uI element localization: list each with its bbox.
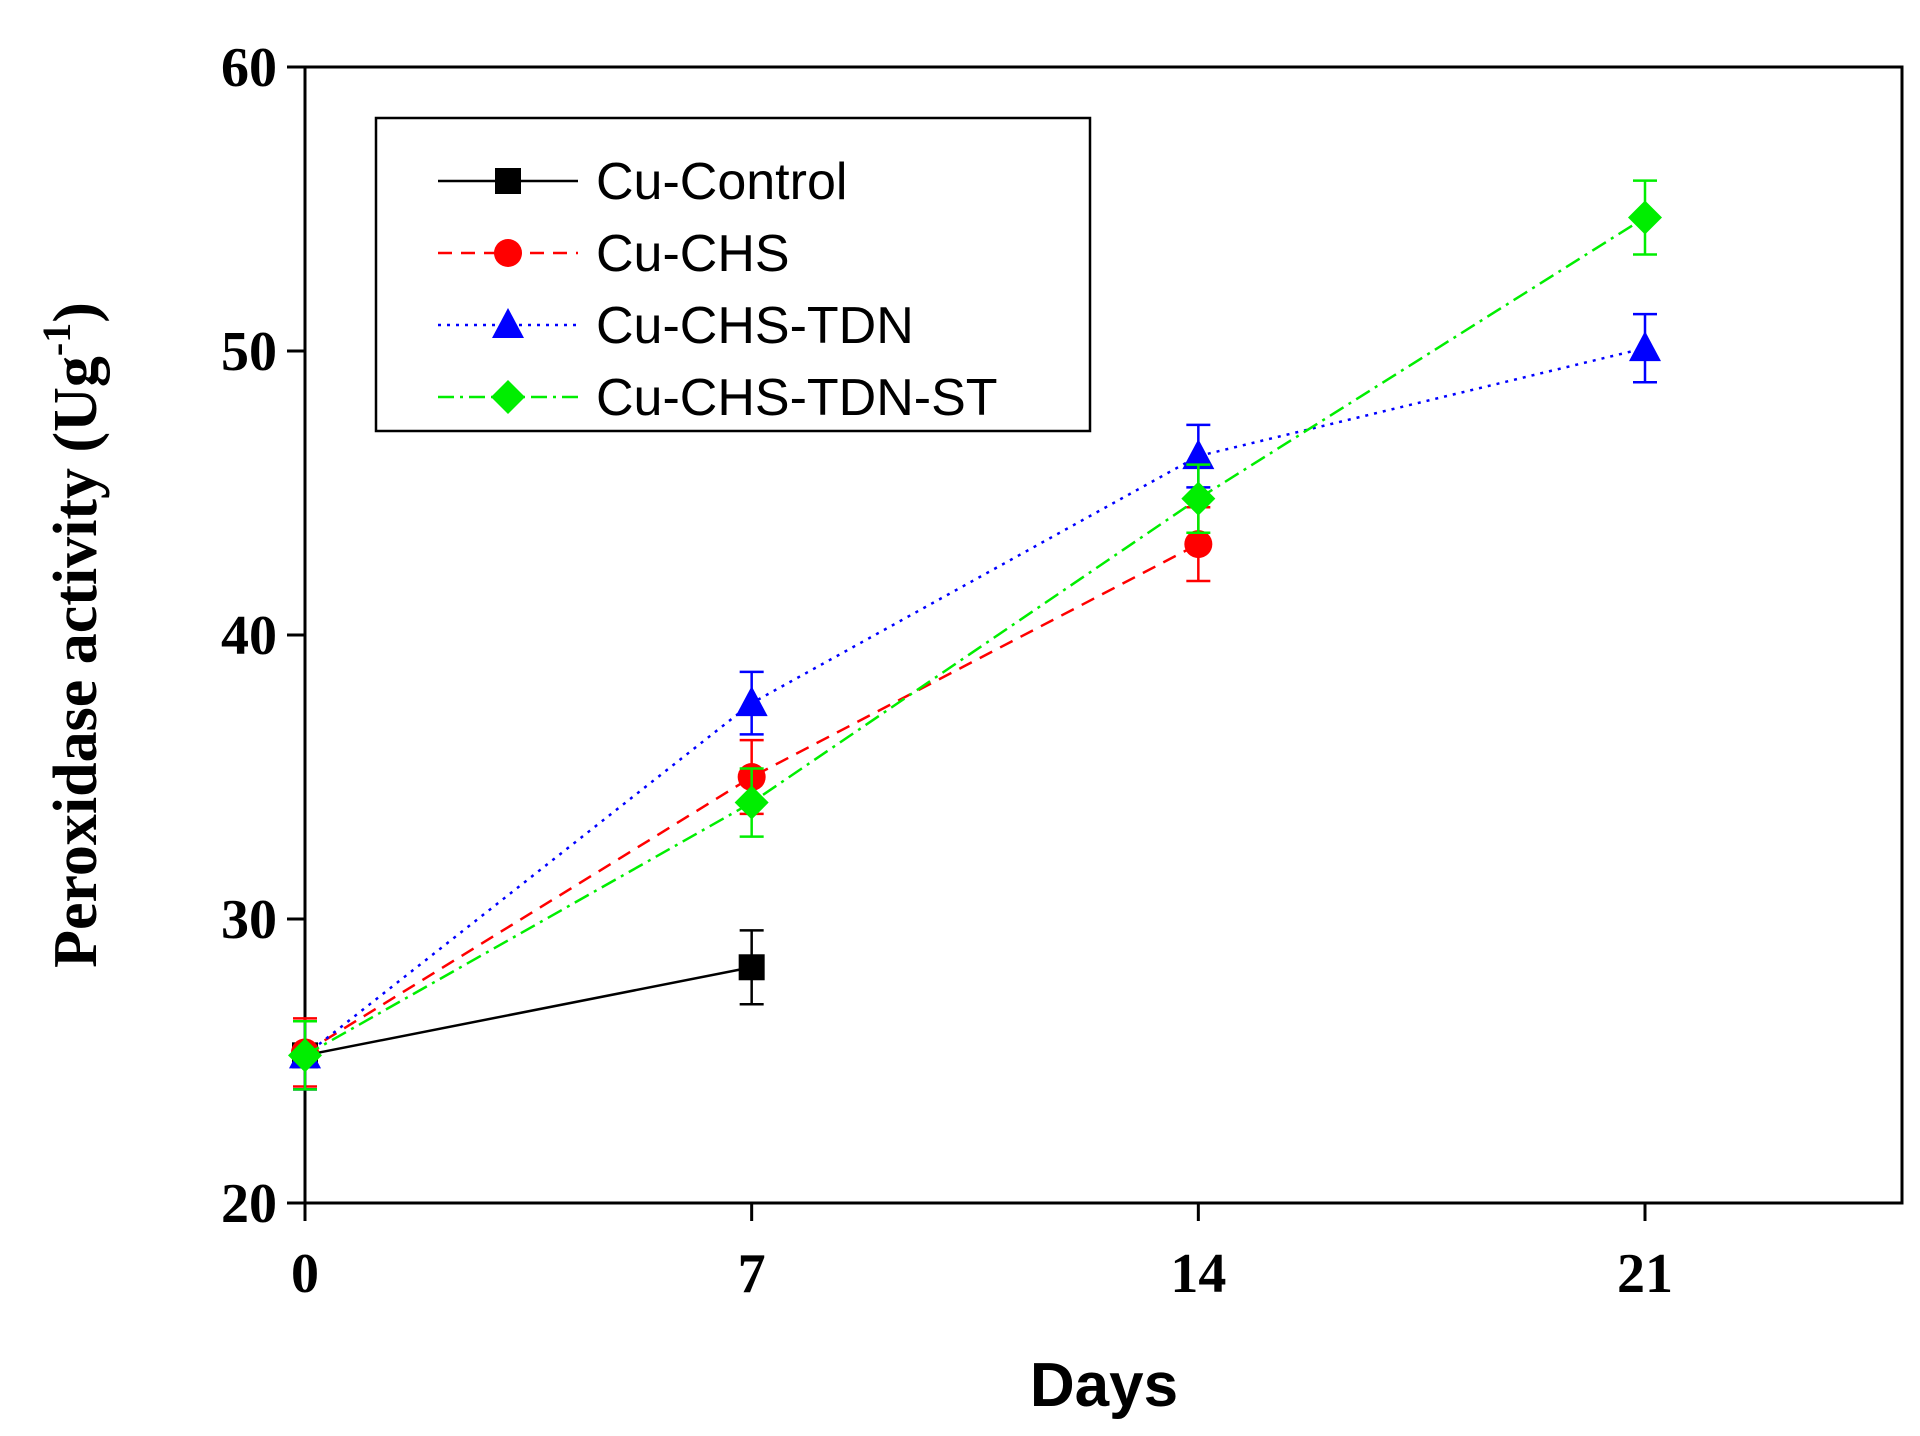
data-point (738, 954, 765, 981)
x-tick-label: 7 (738, 1243, 766, 1305)
legend-label: Cu-CHS (596, 225, 790, 283)
legend-marker (491, 380, 525, 414)
x-tick-label: 21 (1617, 1243, 1673, 1305)
y-tick-label: 60 (221, 37, 277, 99)
data-point (288, 1038, 322, 1073)
data-point (1628, 200, 1662, 235)
series-line (304, 543, 1199, 1054)
legend-label: Cu-Control (596, 153, 847, 211)
y-tick-label: 30 (221, 889, 277, 951)
data-point (734, 785, 769, 820)
data-point (1629, 331, 1661, 362)
series-line (304, 966, 752, 1057)
series-line (304, 216, 1646, 1057)
data-point (1184, 530, 1213, 559)
y-tick-label: 20 (221, 1173, 277, 1235)
legend-label: Cu-CHS-TDN-ST (596, 369, 998, 427)
series-line (304, 346, 1646, 1057)
legend-label: Cu-CHS-TDN (596, 297, 914, 355)
legend-marker (492, 308, 524, 338)
x-tick-label: 0 (291, 1243, 319, 1305)
y-tick-label: 50 (221, 321, 277, 383)
legend-marker (495, 168, 521, 194)
legend: Cu-Control Cu-CHS Cu-CHS-TDN Cu-CHS-TDN-ST (374, 116, 1092, 433)
data-point (1181, 481, 1216, 516)
legend-marker (494, 239, 522, 267)
data-point (1182, 439, 1215, 470)
y-tick-label: 40 (221, 605, 277, 667)
x-tick-label: 14 (1170, 1243, 1226, 1305)
series-cu-chs-tdn-st (288, 179, 1662, 1091)
data-point (735, 686, 768, 717)
y-axis-title: Peroxidase activity (Ug-1) (34, 302, 110, 968)
x-axis-title: Days (1030, 1351, 1178, 1420)
